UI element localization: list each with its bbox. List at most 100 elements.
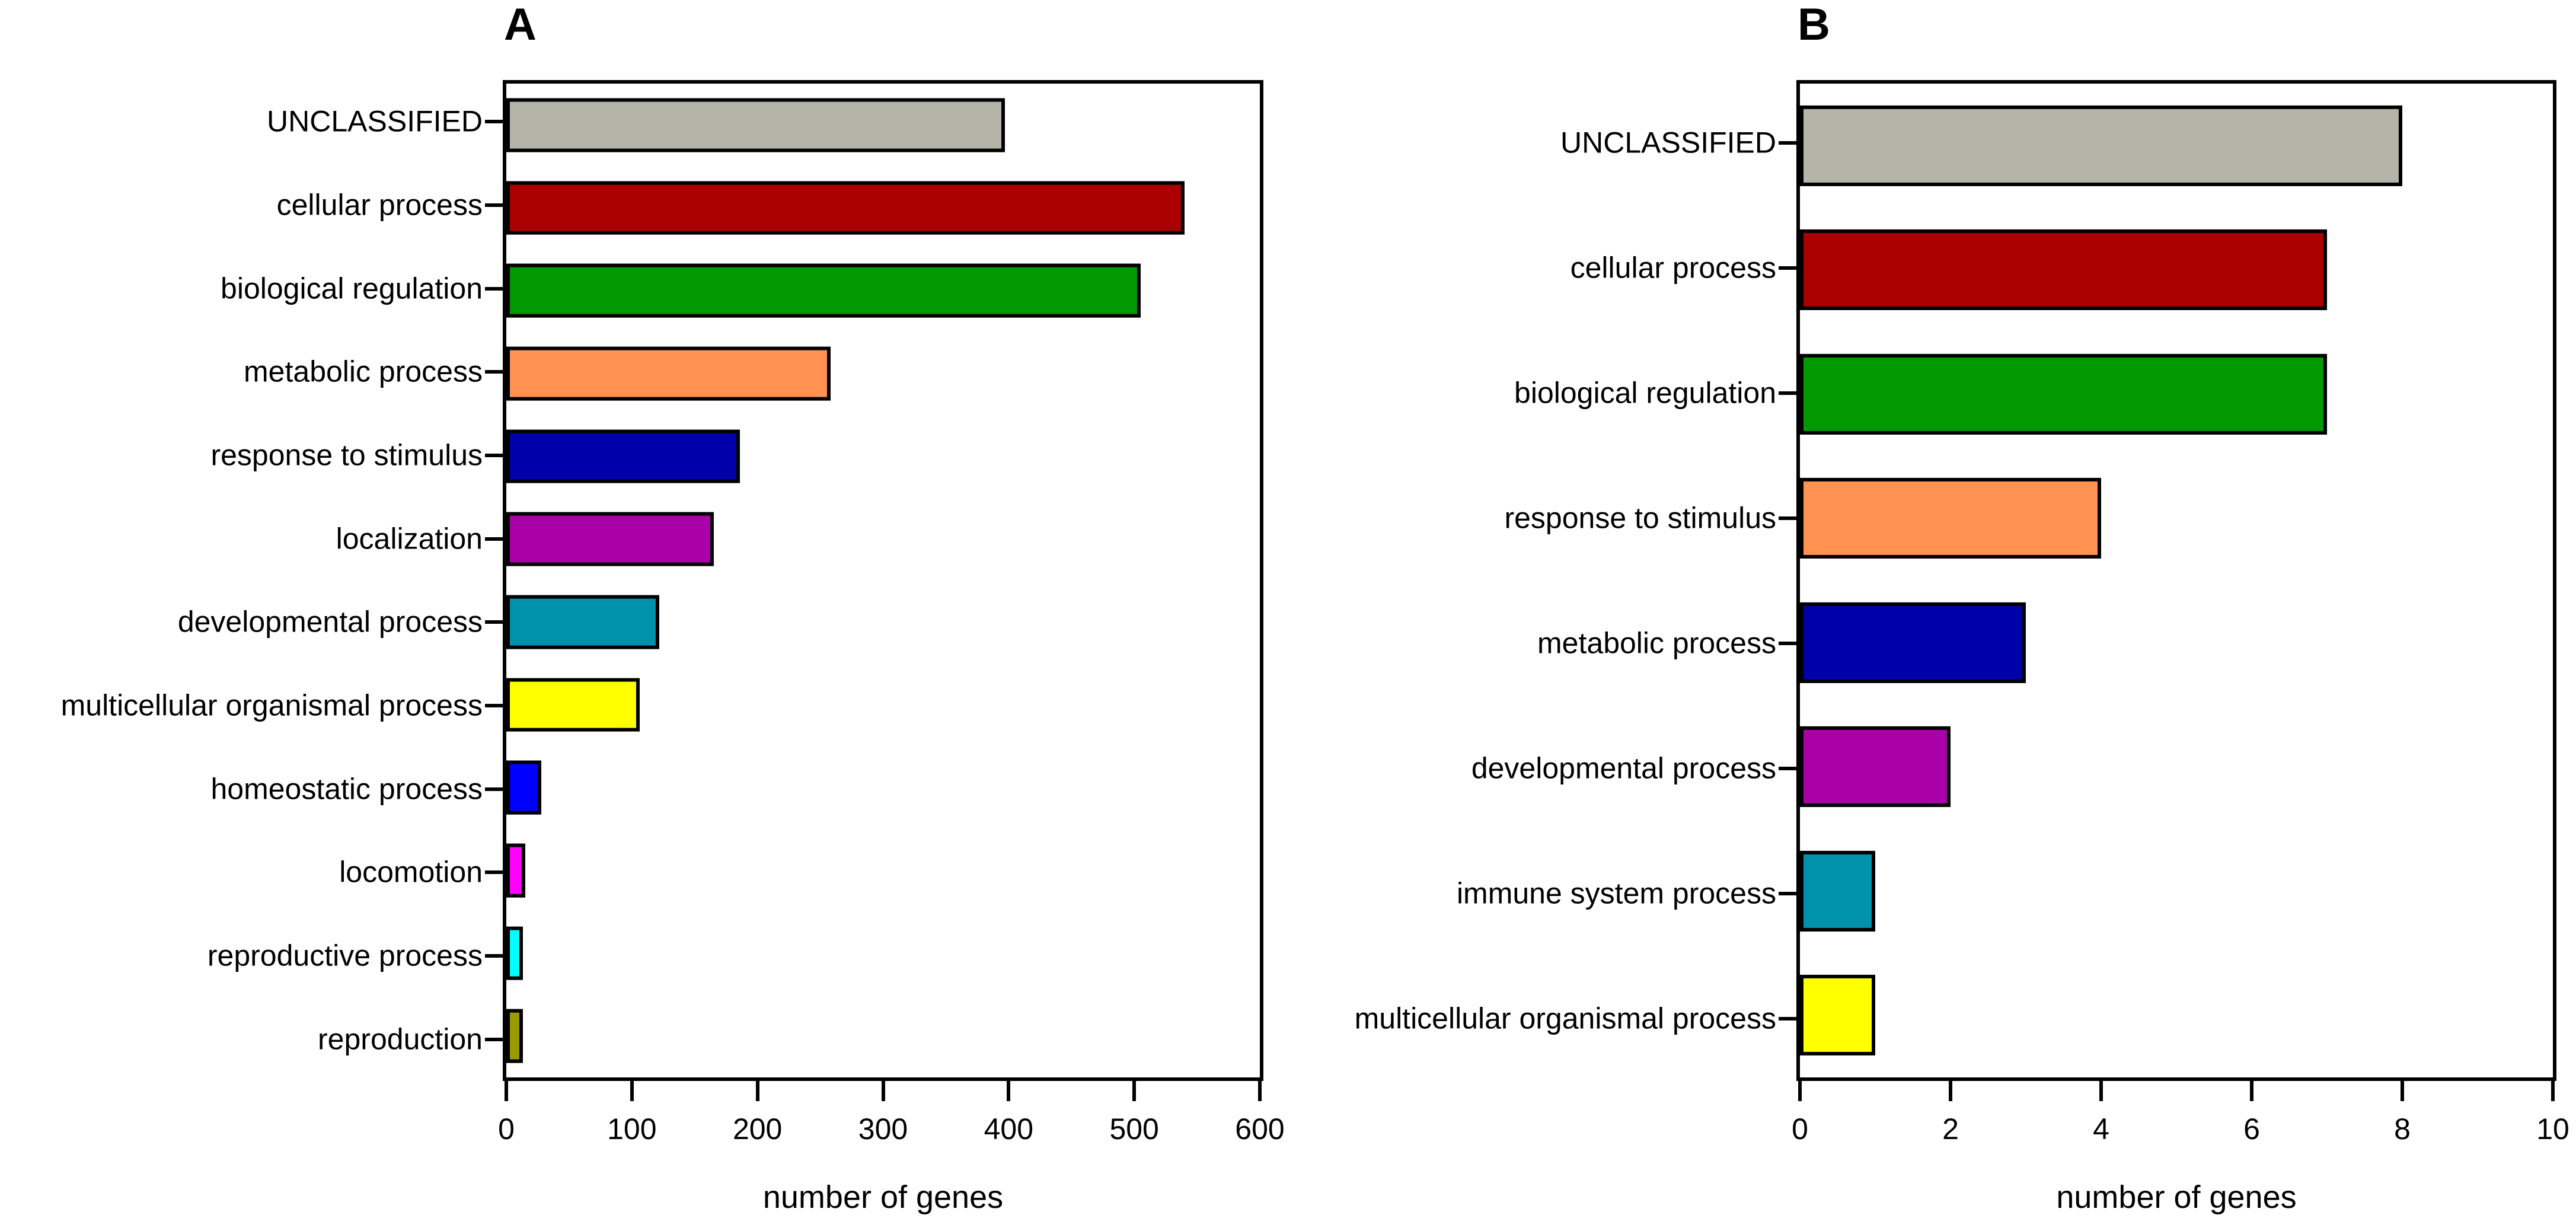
x-tick-label: 4	[2093, 1112, 2109, 1146]
x-tick	[505, 1081, 508, 1101]
bar-immune-system-process	[1800, 850, 1875, 932]
panel-a-plot-area	[503, 80, 1263, 1081]
x-tick	[2250, 1081, 2253, 1101]
category-label-metabolic-process: metabolic process	[244, 355, 483, 388]
category-label-response-to-stimulus: response to stimulus	[1504, 501, 1776, 534]
y-tick	[1779, 1016, 1796, 1020]
x-tick-label: 300	[858, 1112, 908, 1146]
category-label-biological-regulation: biological regulation	[1514, 376, 1776, 409]
bar-reproductive-process	[506, 926, 523, 980]
x-tick-label: 8	[2394, 1112, 2411, 1146]
y-tick	[485, 1037, 503, 1041]
x-tick-label: 600	[1235, 1112, 1285, 1146]
y-tick	[485, 454, 503, 457]
x-tick	[2099, 1081, 2103, 1101]
x-tick-label: 2	[1942, 1112, 1959, 1146]
bar-cellular-process	[506, 181, 1185, 235]
category-label-homeostatic-process: homeostatic process	[210, 772, 483, 806]
panel-b-title: B	[1798, 0, 1830, 50]
x-tick-label: 10	[2536, 1112, 2569, 1146]
category-label-cellular-process: cellular process	[276, 188, 483, 222]
y-tick	[485, 954, 503, 958]
y-tick	[1779, 391, 1796, 395]
x-tick	[881, 1081, 885, 1101]
x-tick	[630, 1081, 634, 1101]
y-tick	[485, 787, 503, 791]
panel-b-category-labels: UNCLASSIFIED cellular process biological r…	[1288, 80, 1776, 1081]
bar-metabolic-process	[506, 346, 831, 401]
panel-a-y-axis-ticks	[485, 80, 503, 1081]
y-tick	[1779, 141, 1796, 145]
category-label-reproductive-process: reproductive process	[207, 939, 483, 972]
category-label-cellular-process: cellular process	[1570, 251, 1776, 284]
category-label-developmental-process: developmental process	[1471, 751, 1776, 784]
y-tick	[485, 120, 503, 124]
x-tick-label: 6	[2243, 1112, 2260, 1146]
x-tick	[1132, 1081, 1137, 1101]
category-label-unclassified: UNCLASSIFIED	[1560, 126, 1776, 159]
bar-multicellular-organismal-process	[506, 678, 640, 732]
x-tick	[1258, 1081, 1262, 1101]
bar-multicellular-organismal-process	[1800, 975, 1875, 1056]
category-label-unclassified: UNCLASSIFIED	[267, 104, 483, 138]
y-tick	[485, 537, 503, 541]
panel-b-plot-area	[1796, 80, 2556, 1081]
bar-response-to-stimulus	[1800, 478, 2101, 559]
bar-metabolic-process	[1800, 602, 2026, 683]
y-tick	[485, 620, 503, 624]
x-tick	[1949, 1081, 1952, 1101]
panel-b-x-axis: 0 2 4 6 8 10	[1792, 1081, 2569, 1188]
category-label-metabolic-process: metabolic process	[1537, 626, 1776, 659]
bar-localization	[506, 512, 714, 566]
x-tick	[755, 1081, 759, 1101]
x-tick	[2401, 1081, 2404, 1101]
y-tick	[1779, 641, 1796, 645]
category-label-immune-system-process: immune system process	[1456, 876, 1776, 910]
bar-response-to-stimulus	[506, 429, 740, 483]
panel-b-y-axis-ticks	[1779, 80, 1796, 1081]
x-tick-label: 0	[1792, 1112, 1808, 1146]
y-tick	[485, 203, 503, 207]
bar-unclassified	[1800, 105, 2402, 186]
bar-developmental-process	[1800, 726, 1951, 808]
panel-b-x-axis-title: number of genes	[2056, 1179, 2297, 1215]
bar-developmental-process	[506, 595, 660, 649]
x-tick-label: 0	[498, 1112, 515, 1146]
bar-biological-regulation	[1800, 353, 2327, 435]
category-label-multicellular-organismal-process: multicellular organismal process	[60, 688, 483, 722]
y-tick	[485, 286, 503, 291]
y-tick	[1779, 891, 1796, 895]
bar-biological-regulation	[506, 263, 1141, 318]
panel-a-title: A	[504, 0, 537, 50]
category-label-developmental-process: developmental process	[177, 605, 483, 639]
bar-locomotion	[506, 843, 525, 898]
x-tick-label: 200	[732, 1112, 783, 1146]
y-tick	[485, 870, 503, 875]
bar-homeostatic-process	[506, 760, 542, 815]
x-tick	[1007, 1081, 1011, 1101]
x-tick-label: 500	[1109, 1112, 1159, 1146]
y-tick	[1779, 266, 1796, 270]
y-tick	[1779, 766, 1796, 770]
category-label-localization: localization	[336, 522, 483, 556]
panel-a-category-labels: UNCLASSIFIED cellular process biological r…	[0, 80, 483, 1081]
x-tick-label: 100	[607, 1112, 657, 1146]
bar-reproduction	[506, 1009, 523, 1063]
y-tick	[485, 704, 503, 707]
x-tick-label: 400	[984, 1112, 1034, 1146]
category-label-response-to-stimulus: response to stimulus	[210, 438, 483, 472]
bar-cellular-process	[1800, 229, 2327, 311]
category-label-locomotion: locomotion	[339, 855, 483, 889]
panel-a-x-axis-title: number of genes	[762, 1179, 1004, 1215]
y-tick	[1779, 516, 1796, 520]
x-tick	[1798, 1081, 1802, 1101]
category-label-biological-regulation: biological regulation	[221, 272, 483, 305]
panel-a-x-axis: 0 100 200 300 400 500 600	[498, 1081, 1285, 1188]
category-label-multicellular-organismal-process: multicellular organismal process	[1354, 1002, 1776, 1035]
bar-unclassified	[506, 98, 1005, 152]
category-label-reproduction: reproduction	[318, 1022, 483, 1056]
y-tick	[485, 370, 503, 374]
